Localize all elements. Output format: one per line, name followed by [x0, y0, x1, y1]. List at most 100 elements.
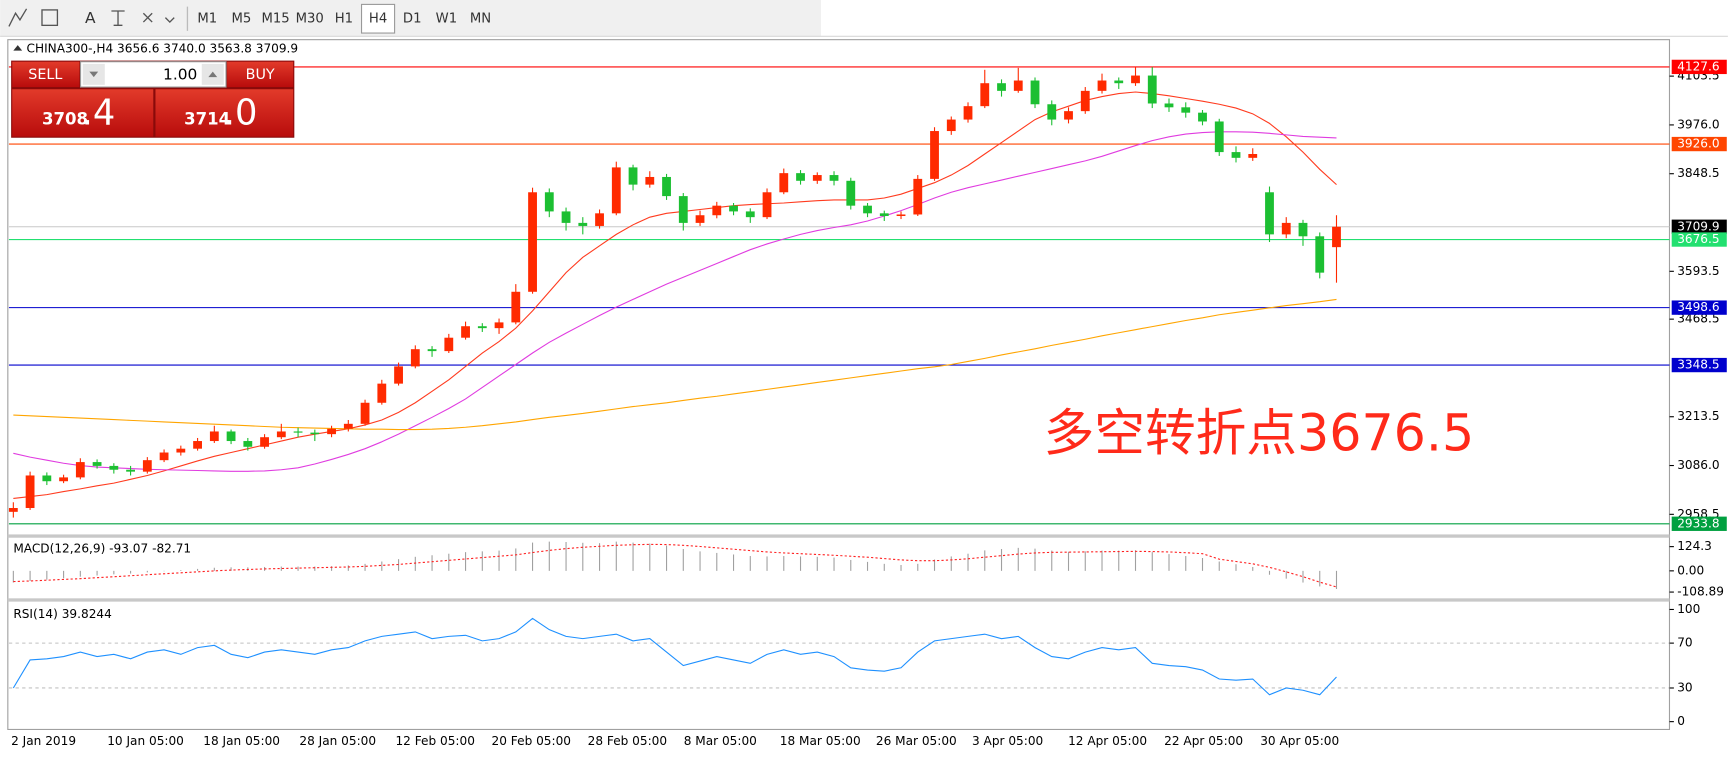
x-tick-label: 30 Apr 05:00 — [1260, 734, 1339, 748]
x-tick-label: 2 Jan 2019 — [11, 734, 76, 748]
candle-body — [896, 214, 906, 217]
candle-body — [662, 176, 671, 197]
candle-body — [1181, 107, 1191, 113]
candle-body — [879, 213, 889, 217]
timeframe-button[interactable]: M5 — [232, 12, 252, 27]
price-label: 3676.5 — [1677, 232, 1719, 246]
candle-body — [1080, 90, 1090, 112]
candle-body — [59, 477, 68, 482]
price-label: 3348.5 — [1677, 358, 1719, 372]
timeframe-button[interactable]: MN — [470, 12, 491, 27]
price-label-bg — [1671, 219, 1727, 234]
y-tick-label: -108.89 — [1677, 585, 1724, 599]
toolbar-icons — [8, 6, 189, 31]
timeframe-button[interactable]: W1 — [436, 12, 457, 27]
candle-body — [946, 119, 956, 132]
moving-average — [13, 91, 1337, 499]
candle-body — [109, 465, 119, 470]
candle-body — [42, 475, 52, 482]
y-tick-label: 3848.5 — [1677, 166, 1719, 180]
y-tick-label: 3468.5 — [1677, 312, 1719, 326]
candle-body — [461, 326, 470, 338]
candle-body — [829, 175, 839, 181]
macd-signal — [13, 543, 1337, 588]
timeframe-button[interactable]: M1 — [197, 12, 217, 27]
rsi-line — [12, 617, 1337, 696]
moving-average — [13, 131, 1337, 472]
y-tick-label: 124.3 — [1677, 539, 1712, 553]
x-tick-label: 18 Mar 05:00 — [780, 734, 861, 748]
candle-body — [561, 211, 571, 223]
candle-body — [92, 462, 102, 466]
price-label-bg — [1671, 136, 1727, 152]
icon-chart[interactable] — [8, 8, 28, 27]
panel-separator — [7, 598, 1670, 602]
y-tick-label: 3213.5 — [1677, 409, 1719, 423]
x-tick-label: 12 Apr 05:00 — [1068, 734, 1147, 748]
candle-body — [159, 452, 169, 461]
candle-body — [963, 106, 973, 120]
icon-grid[interactable] — [41, 9, 59, 27]
candle-body — [293, 431, 303, 433]
timeframe-button[interactable]: M30 — [296, 12, 324, 27]
price-label: 3926.0 — [1677, 137, 1719, 151]
candle-body — [360, 402, 370, 424]
sell-price-box[interactable] — [12, 89, 154, 137]
price-label-bg — [1671, 357, 1727, 373]
ohlc-value: 3563.8 — [210, 41, 252, 55]
price-label: 3709.9 — [1677, 219, 1719, 233]
icon-arrows[interactable] — [142, 12, 175, 23]
x-tick-label: 28 Jan 05:00 — [299, 734, 376, 748]
price-label-bg — [1671, 300, 1727, 315]
candle-body — [628, 167, 638, 185]
y-tick-label: 3086.0 — [1677, 458, 1719, 472]
lots-value[interactable]: 1.00 — [163, 65, 197, 83]
ohlc-value: 3740.0 — [163, 41, 205, 55]
price-label-bg — [1671, 516, 1727, 531]
candle-body — [1214, 121, 1224, 153]
timeframe-button[interactable]: M15 — [261, 12, 289, 27]
buy-price-box[interactable] — [155, 89, 294, 137]
main-panel: CHINA300-,H4 3656.6 3740.0 3563.8 3709.9… — [8, 41, 1727, 531]
y-tick-label: 70 — [1677, 636, 1692, 650]
candle-body — [611, 167, 621, 214]
y-tick-label: 30 — [1677, 680, 1692, 694]
candle-body — [310, 432, 320, 435]
price-label-bg — [1671, 59, 1727, 75]
sell-button[interactable] — [12, 61, 80, 88]
price-label-bg — [1671, 232, 1727, 247]
ask-main: 3714 — [184, 110, 230, 129]
indicator-name: RSI(14) — [13, 606, 58, 620]
candle-body — [410, 349, 420, 367]
ask-fraction: .0 — [224, 93, 258, 134]
icon-text[interactable] — [111, 10, 125, 27]
candle-body — [1248, 154, 1258, 158]
candle-body — [1147, 75, 1157, 104]
indicator-header: RSI(14) 39.8244 — [13, 606, 112, 620]
candle-body — [1013, 80, 1023, 91]
indicator-value: -82.71 — [152, 541, 191, 555]
rsi-panel: 100 70 30 0 RSI(14) 39.8244 — [8, 602, 1700, 728]
text-tool[interactable]: A — [85, 9, 96, 27]
candle-body — [578, 222, 588, 226]
chart-collapse[interactable] — [13, 45, 23, 51]
candle-body — [142, 460, 152, 472]
indicator-header: MACD(12,26,9) -93.07 -82.71 — [13, 541, 191, 555]
candle-body — [544, 192, 554, 212]
candle-body — [779, 173, 789, 193]
buy-button[interactable] — [227, 61, 294, 88]
candle-body — [444, 337, 454, 352]
candle-body — [913, 178, 923, 215]
sell-label[interactable]: SELL — [28, 67, 62, 83]
timeframe-button[interactable]: H4 — [369, 12, 387, 27]
candle-body — [997, 83, 1006, 91]
candle-body — [1315, 236, 1325, 273]
buy-label[interactable]: BUY — [246, 67, 275, 83]
candle-body — [846, 180, 856, 206]
timeframe-button[interactable]: H1 — [335, 12, 353, 27]
timeframe-button[interactable]: D1 — [403, 12, 422, 27]
candle-body — [796, 173, 805, 181]
candle-body — [1164, 103, 1174, 108]
candle-body — [1030, 80, 1040, 105]
